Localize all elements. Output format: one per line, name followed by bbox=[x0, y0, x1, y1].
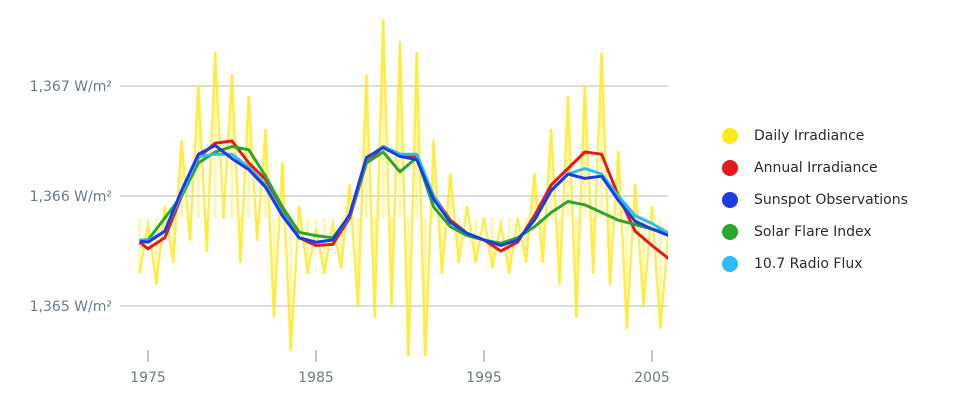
legend-label: Annual Irradiance bbox=[754, 160, 878, 176]
series-line-daily-irradiance bbox=[138, 18, 668, 356]
legend-label: 10.7 Radio Flux bbox=[754, 256, 863, 272]
legend-marker-icon bbox=[722, 256, 738, 272]
legend: Daily Irradiance Annual Irradiance Sunsp… bbox=[722, 120, 908, 280]
legend-label: Daily Irradiance bbox=[754, 128, 865, 144]
legend-marker-icon bbox=[722, 160, 738, 176]
legend-item-daily-irradiance[interactable]: Daily Irradiance bbox=[722, 120, 908, 152]
legend-label: Sunspot Observations bbox=[754, 192, 908, 208]
x-tick-label: 1975 bbox=[130, 370, 166, 386]
y-tick-label: 1,365 W/m² bbox=[30, 299, 112, 315]
legend-marker-icon bbox=[722, 224, 738, 240]
y-axis: 1,367 W/m² 1,366 W/m² 1,365 W/m² bbox=[30, 79, 112, 315]
x-tick-label: 1995 bbox=[466, 370, 502, 386]
legend-item-annual-irradiance[interactable]: Annual Irradiance bbox=[722, 152, 908, 184]
x-axis: 1975 1985 1995 2005 bbox=[130, 350, 670, 386]
x-tick-label: 2005 bbox=[634, 370, 670, 386]
legend-marker-icon bbox=[722, 192, 738, 208]
x-tick-label: 1985 bbox=[298, 370, 334, 386]
y-tick-label: 1,366 W/m² bbox=[30, 189, 112, 205]
legend-marker-icon bbox=[722, 128, 738, 144]
legend-item-solar-flare-index[interactable]: Solar Flare Index bbox=[722, 216, 908, 248]
y-tick-label: 1,367 W/m² bbox=[30, 79, 112, 95]
series-line-10-7-radio-flux bbox=[139, 145, 668, 247]
legend-item-sunspot-observations[interactable]: Sunspot Observations bbox=[722, 184, 908, 216]
series-line-sunspot-observations bbox=[139, 143, 668, 247]
legend-label: Solar Flare Index bbox=[754, 224, 872, 240]
legend-item-radio-flux[interactable]: 10.7 Radio Flux bbox=[722, 248, 908, 280]
